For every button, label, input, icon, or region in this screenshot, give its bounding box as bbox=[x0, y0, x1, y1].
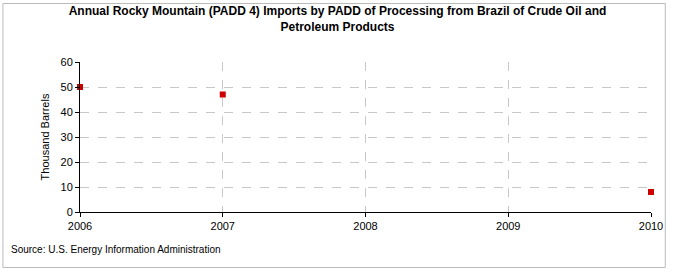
svg-text:50: 50 bbox=[61, 81, 73, 93]
svg-text:2008: 2008 bbox=[353, 220, 377, 232]
svg-text:60: 60 bbox=[61, 56, 73, 68]
svg-text:2010: 2010 bbox=[639, 220, 663, 232]
svg-text:20: 20 bbox=[61, 156, 73, 168]
svg-text:Thousand Barrels: Thousand Barrels bbox=[39, 93, 51, 180]
svg-text:2007: 2007 bbox=[211, 220, 235, 232]
svg-text:Annual Rocky Mountain (PADD 4): Annual Rocky Mountain (PADD 4) Imports b… bbox=[69, 4, 607, 34]
svg-text:0: 0 bbox=[67, 206, 73, 218]
svg-text:2009: 2009 bbox=[496, 220, 520, 232]
svg-text:Source: U.S. Energy Informatio: Source: U.S. Energy Information Administ… bbox=[11, 244, 221, 255]
svg-text:10: 10 bbox=[61, 181, 73, 193]
svg-text:2006: 2006 bbox=[68, 220, 92, 232]
svg-text:30: 30 bbox=[61, 131, 73, 143]
svg-text:40: 40 bbox=[61, 106, 73, 118]
